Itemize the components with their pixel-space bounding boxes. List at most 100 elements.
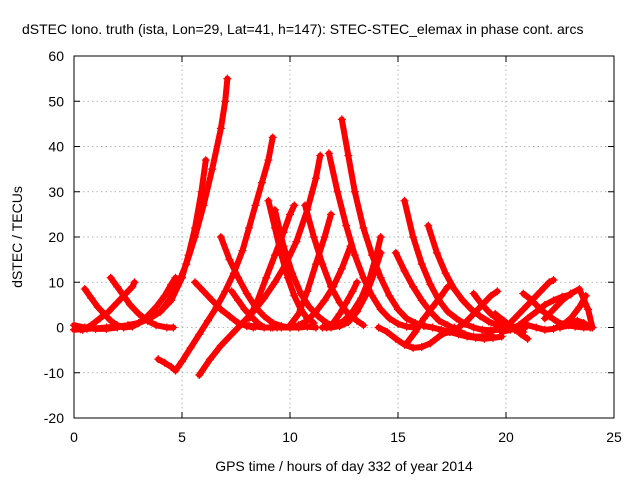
- data-point: [549, 305, 558, 314]
- data-point: [320, 233, 329, 241]
- data-point: [402, 322, 411, 331]
- data-point: [225, 255, 234, 264]
- data-series: [402, 282, 452, 348]
- data-point: [104, 307, 113, 316]
- data-point: [80, 285, 89, 294]
- data-point: [190, 278, 199, 287]
- data-point: [344, 151, 353, 160]
- data-point: [450, 285, 459, 294]
- data-point: [463, 332, 472, 341]
- data-point: [402, 339, 411, 348]
- data-point: [78, 325, 87, 334]
- data-point: [523, 314, 532, 323]
- data-point: [251, 322, 260, 331]
- series-trace: [438, 288, 501, 338]
- data-point: [348, 307, 357, 316]
- data-series: [78, 278, 139, 334]
- data-point: [340, 316, 348, 325]
- data-point: [244, 314, 253, 323]
- data-point: [391, 248, 400, 257]
- data-point: [424, 221, 433, 230]
- data-point: [437, 330, 446, 339]
- data-point: [452, 314, 461, 323]
- data-point: [586, 323, 595, 332]
- data-point: [411, 328, 420, 337]
- data-point: [294, 321, 303, 330]
- data-point: [167, 362, 176, 371]
- data-point: [575, 285, 584, 294]
- data-point: [394, 305, 402, 314]
- data-point: [171, 366, 180, 375]
- data-point: [391, 334, 400, 343]
- data-point: [184, 251, 193, 260]
- y-tick-label: 40: [48, 139, 64, 155]
- data-point: [417, 342, 426, 351]
- data-point: [270, 278, 279, 287]
- data-point: [227, 330, 236, 339]
- data-point: [260, 312, 269, 321]
- y-tick-label: 30: [48, 184, 64, 200]
- data-point: [268, 323, 277, 332]
- data-point: [469, 289, 478, 298]
- data-point: [575, 303, 584, 312]
- data-point: [113, 282, 122, 291]
- data-point: [523, 321, 532, 330]
- x-tick-label: 0: [70, 429, 78, 445]
- data-point: [225, 312, 234, 321]
- data-point: [290, 201, 299, 210]
- data-point: [327, 282, 336, 291]
- data-point: [329, 318, 338, 327]
- series-trace: [81, 274, 179, 331]
- data-point: [167, 296, 176, 305]
- x-tick-label: 25: [606, 429, 622, 445]
- data-point: [359, 223, 368, 232]
- data-point: [286, 210, 294, 219]
- data-point: [545, 278, 554, 287]
- data-point: [178, 357, 186, 366]
- series-trace: [172, 134, 276, 374]
- data-point: [270, 205, 279, 214]
- data-point: [352, 316, 361, 325]
- data-point: [372, 251, 381, 260]
- data-point: [454, 323, 463, 332]
- data-point: [333, 187, 342, 196]
- data-point: [486, 291, 495, 300]
- data-point: [216, 341, 225, 350]
- data-point: [199, 287, 208, 296]
- data-point: [216, 305, 225, 314]
- chart-title: dSTEC Iono. truth (ista, Lon=29, Lat=41,…: [22, 21, 583, 37]
- data-point: [311, 260, 320, 269]
- data-point: [130, 278, 139, 287]
- data-point: [510, 314, 519, 323]
- data-point: [441, 269, 450, 278]
- data-point: [286, 321, 294, 330]
- data-point: [208, 165, 217, 174]
- data-point: [257, 178, 266, 187]
- data-point: [573, 316, 582, 325]
- data-point: [156, 307, 165, 316]
- data-point: [322, 323, 331, 332]
- data-point: [400, 196, 409, 205]
- data-point: [471, 333, 480, 342]
- data-point: [402, 314, 411, 323]
- data-point: [303, 314, 312, 323]
- series-trace: [323, 234, 384, 331]
- data-series: [400, 196, 513, 335]
- data-point: [143, 316, 152, 325]
- data-point: [342, 298, 351, 307]
- data-point: [262, 273, 271, 282]
- data-point: [238, 246, 247, 255]
- data-point: [242, 289, 251, 298]
- data-point: [365, 273, 374, 282]
- data-point: [348, 287, 357, 296]
- data-point: [352, 278, 361, 287]
- data-point: [517, 330, 526, 339]
- data-point: [435, 316, 444, 325]
- data-point: [478, 300, 487, 309]
- data-point: [564, 321, 573, 330]
- data-point: [93, 303, 102, 312]
- data-point: [484, 317, 493, 326]
- data-point: [519, 305, 528, 314]
- data-point: [160, 291, 169, 300]
- data-point: [394, 319, 402, 328]
